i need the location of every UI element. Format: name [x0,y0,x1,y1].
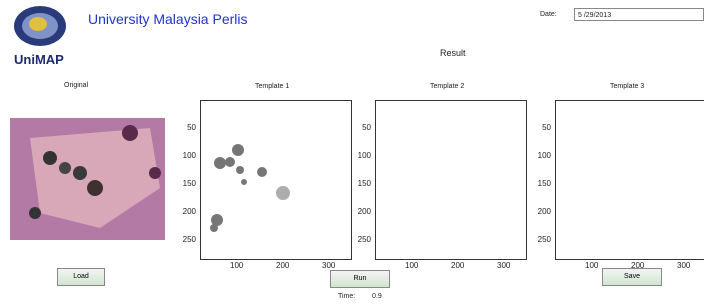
y-tick-label: 250 [178,235,196,244]
x-tick-label: 200 [276,261,289,270]
date-label: Date: [540,11,557,18]
save-button[interactable]: Save [602,268,662,286]
load-button[interactable]: Load [57,268,105,286]
y-tick-label: 250 [533,235,551,244]
time-value: 0.9 [372,293,382,300]
x-tick-label: 300 [677,261,690,270]
date-field[interactable]: 5 /29/2013 [574,8,704,21]
y-tick-label: 50 [178,123,196,132]
logo-emblem [12,4,68,48]
x-tick-label: 300 [497,261,510,270]
y-tick-label: 200 [353,207,371,216]
template-plot [200,100,352,260]
y-tick-label: 100 [533,151,551,160]
app-title: University Malaysia Perlis [88,11,247,27]
result-label: Result [440,48,466,58]
template-plot [375,100,527,260]
x-tick-label: 300 [322,261,335,270]
x-tick-label: 200 [451,261,464,270]
y-tick-label: 150 [178,179,196,188]
y-tick-label: 200 [178,207,196,216]
y-tick-label: 150 [353,179,371,188]
x-tick-label: 100 [405,261,418,270]
template-title: Template 3 [610,83,644,90]
template-title: Template 1 [255,83,289,90]
x-tick-label: 100 [585,261,598,270]
run-button[interactable]: Run [330,270,390,288]
y-tick-label: 50 [533,123,551,132]
x-tick-label: 200 [631,261,644,270]
template-title: Template 2 [430,83,464,90]
original-image [10,118,165,240]
time-label: Time: [338,293,355,300]
x-tick-label: 100 [230,261,243,270]
y-tick-label: 250 [353,235,371,244]
y-tick-label: 200 [533,207,551,216]
original-title: Original [64,82,88,89]
y-tick-label: 100 [178,151,196,160]
logo-text: UniMAP [14,52,64,67]
y-tick-label: 100 [353,151,371,160]
y-tick-label: 50 [353,123,371,132]
app-window: UniMAP University Malaysia Perlis Date: … [0,0,704,305]
template-plot [555,100,704,260]
y-tick-label: 150 [533,179,551,188]
